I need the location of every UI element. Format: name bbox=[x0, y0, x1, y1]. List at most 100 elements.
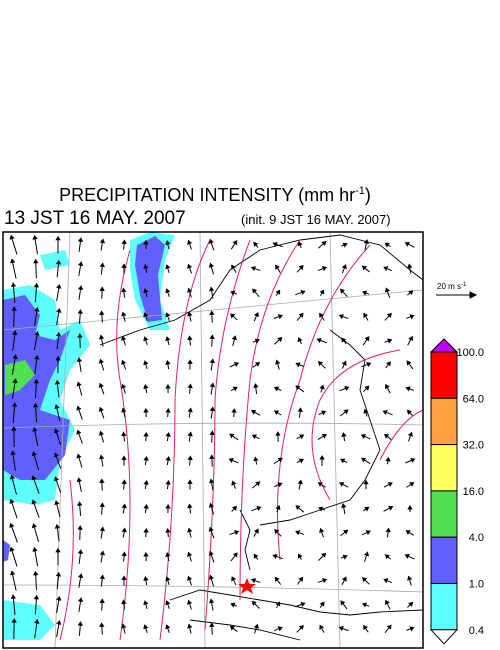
wind-head bbox=[165, 288, 171, 294]
wind-head bbox=[31, 451, 37, 457]
wind-head bbox=[277, 457, 283, 463]
wind-head bbox=[362, 290, 368, 296]
wind-head bbox=[143, 480, 149, 485]
wind-head bbox=[363, 479, 369, 485]
wind-head bbox=[32, 402, 39, 408]
wind-head bbox=[250, 578, 257, 584]
wind-head bbox=[385, 383, 390, 390]
wind-head bbox=[275, 431, 281, 436]
wind-head bbox=[319, 455, 325, 460]
wind-head bbox=[165, 527, 171, 533]
wind-head bbox=[99, 574, 105, 580]
wind-head bbox=[405, 530, 411, 535]
colorbar-label: 1.0 bbox=[469, 579, 484, 591]
wind-head bbox=[384, 242, 390, 248]
colorbar: 100.0 64.0 32.0 16.0 4.0 1.0 0.4 bbox=[429, 338, 484, 645]
wind-head bbox=[342, 242, 348, 248]
wind-head bbox=[275, 289, 281, 295]
wind-head bbox=[340, 600, 346, 606]
wind-head bbox=[99, 238, 106, 244]
wind-head bbox=[208, 238, 214, 244]
colorbar-top bbox=[429, 338, 459, 353]
wind-head bbox=[54, 404, 60, 410]
colorbar-bin bbox=[430, 351, 458, 399]
wind-head bbox=[316, 337, 322, 344]
wind-head bbox=[255, 481, 261, 487]
wind-head bbox=[33, 258, 39, 264]
wind-head bbox=[165, 479, 171, 485]
wind-head bbox=[32, 426, 38, 432]
wind-head bbox=[342, 554, 348, 560]
wind-head bbox=[187, 407, 193, 413]
wind-head bbox=[361, 265, 367, 271]
wind-head bbox=[319, 289, 325, 295]
wind-head bbox=[319, 312, 324, 318]
wind-head bbox=[231, 505, 237, 511]
wind-head bbox=[187, 311, 193, 317]
wind-head bbox=[295, 385, 301, 391]
valid-time: 13 JST 16 MAY. 2007 bbox=[4, 208, 186, 229]
wind-head bbox=[295, 505, 301, 511]
wind-head bbox=[407, 575, 413, 581]
wind-head bbox=[9, 522, 15, 528]
wind-head bbox=[98, 406, 104, 412]
wind-head bbox=[407, 431, 413, 437]
wind-head bbox=[31, 475, 37, 481]
wind-head bbox=[209, 454, 215, 460]
wind-head bbox=[228, 457, 234, 463]
wind-head bbox=[143, 384, 149, 389]
wind-head bbox=[230, 290, 236, 296]
wind-head bbox=[187, 263, 193, 269]
wind-head bbox=[277, 482, 283, 488]
wind-head bbox=[187, 383, 193, 389]
wind-head bbox=[11, 426, 17, 431]
wind-head bbox=[231, 264, 236, 270]
wind-head bbox=[341, 576, 347, 582]
wind-head bbox=[385, 527, 391, 533]
wind-head bbox=[340, 458, 346, 464]
colorbar-bin bbox=[430, 536, 458, 585]
wind-head bbox=[165, 503, 171, 509]
wind-head bbox=[253, 312, 259, 318]
wind-head bbox=[341, 432, 347, 437]
colorbar-bottom bbox=[429, 629, 459, 645]
wind-head bbox=[143, 504, 149, 509]
map-frame bbox=[2, 231, 424, 649]
wind-head bbox=[121, 527, 127, 533]
wind-head bbox=[77, 525, 83, 530]
wind-head bbox=[165, 576, 171, 582]
wind-head bbox=[53, 476, 60, 482]
wind-head bbox=[299, 434, 305, 440]
wind-scale-label: 20 m s-1 bbox=[437, 282, 467, 291]
wind-head bbox=[31, 523, 37, 529]
wind-head bbox=[165, 264, 171, 270]
wind-head bbox=[187, 455, 193, 461]
wind-head bbox=[165, 552, 171, 557]
wind-head bbox=[143, 312, 149, 318]
wind-head bbox=[187, 479, 193, 484]
wind-head bbox=[54, 500, 60, 506]
wind-head bbox=[253, 456, 259, 462]
wind-head bbox=[406, 409, 412, 415]
wind-head bbox=[32, 234, 38, 240]
wind-head bbox=[165, 336, 171, 342]
wind-head bbox=[98, 430, 105, 436]
coastline bbox=[99, 234, 424, 641]
wind-head bbox=[56, 619, 62, 625]
wind-head bbox=[409, 314, 415, 320]
colorbar-bin bbox=[430, 490, 458, 538]
wind-head bbox=[32, 546, 38, 552]
wind-head bbox=[53, 428, 60, 434]
wind-head bbox=[9, 234, 15, 240]
colorbar-bin bbox=[430, 397, 458, 446]
wind-head bbox=[387, 482, 393, 487]
wind-head bbox=[187, 239, 193, 245]
wind-head bbox=[121, 455, 127, 460]
wind-head bbox=[121, 551, 127, 557]
wind-head bbox=[165, 624, 171, 630]
wind-head bbox=[298, 458, 305, 464]
wind-head bbox=[231, 408, 237, 413]
wind-head bbox=[409, 626, 415, 632]
wind-head bbox=[297, 407, 303, 413]
wind-head bbox=[121, 599, 127, 605]
